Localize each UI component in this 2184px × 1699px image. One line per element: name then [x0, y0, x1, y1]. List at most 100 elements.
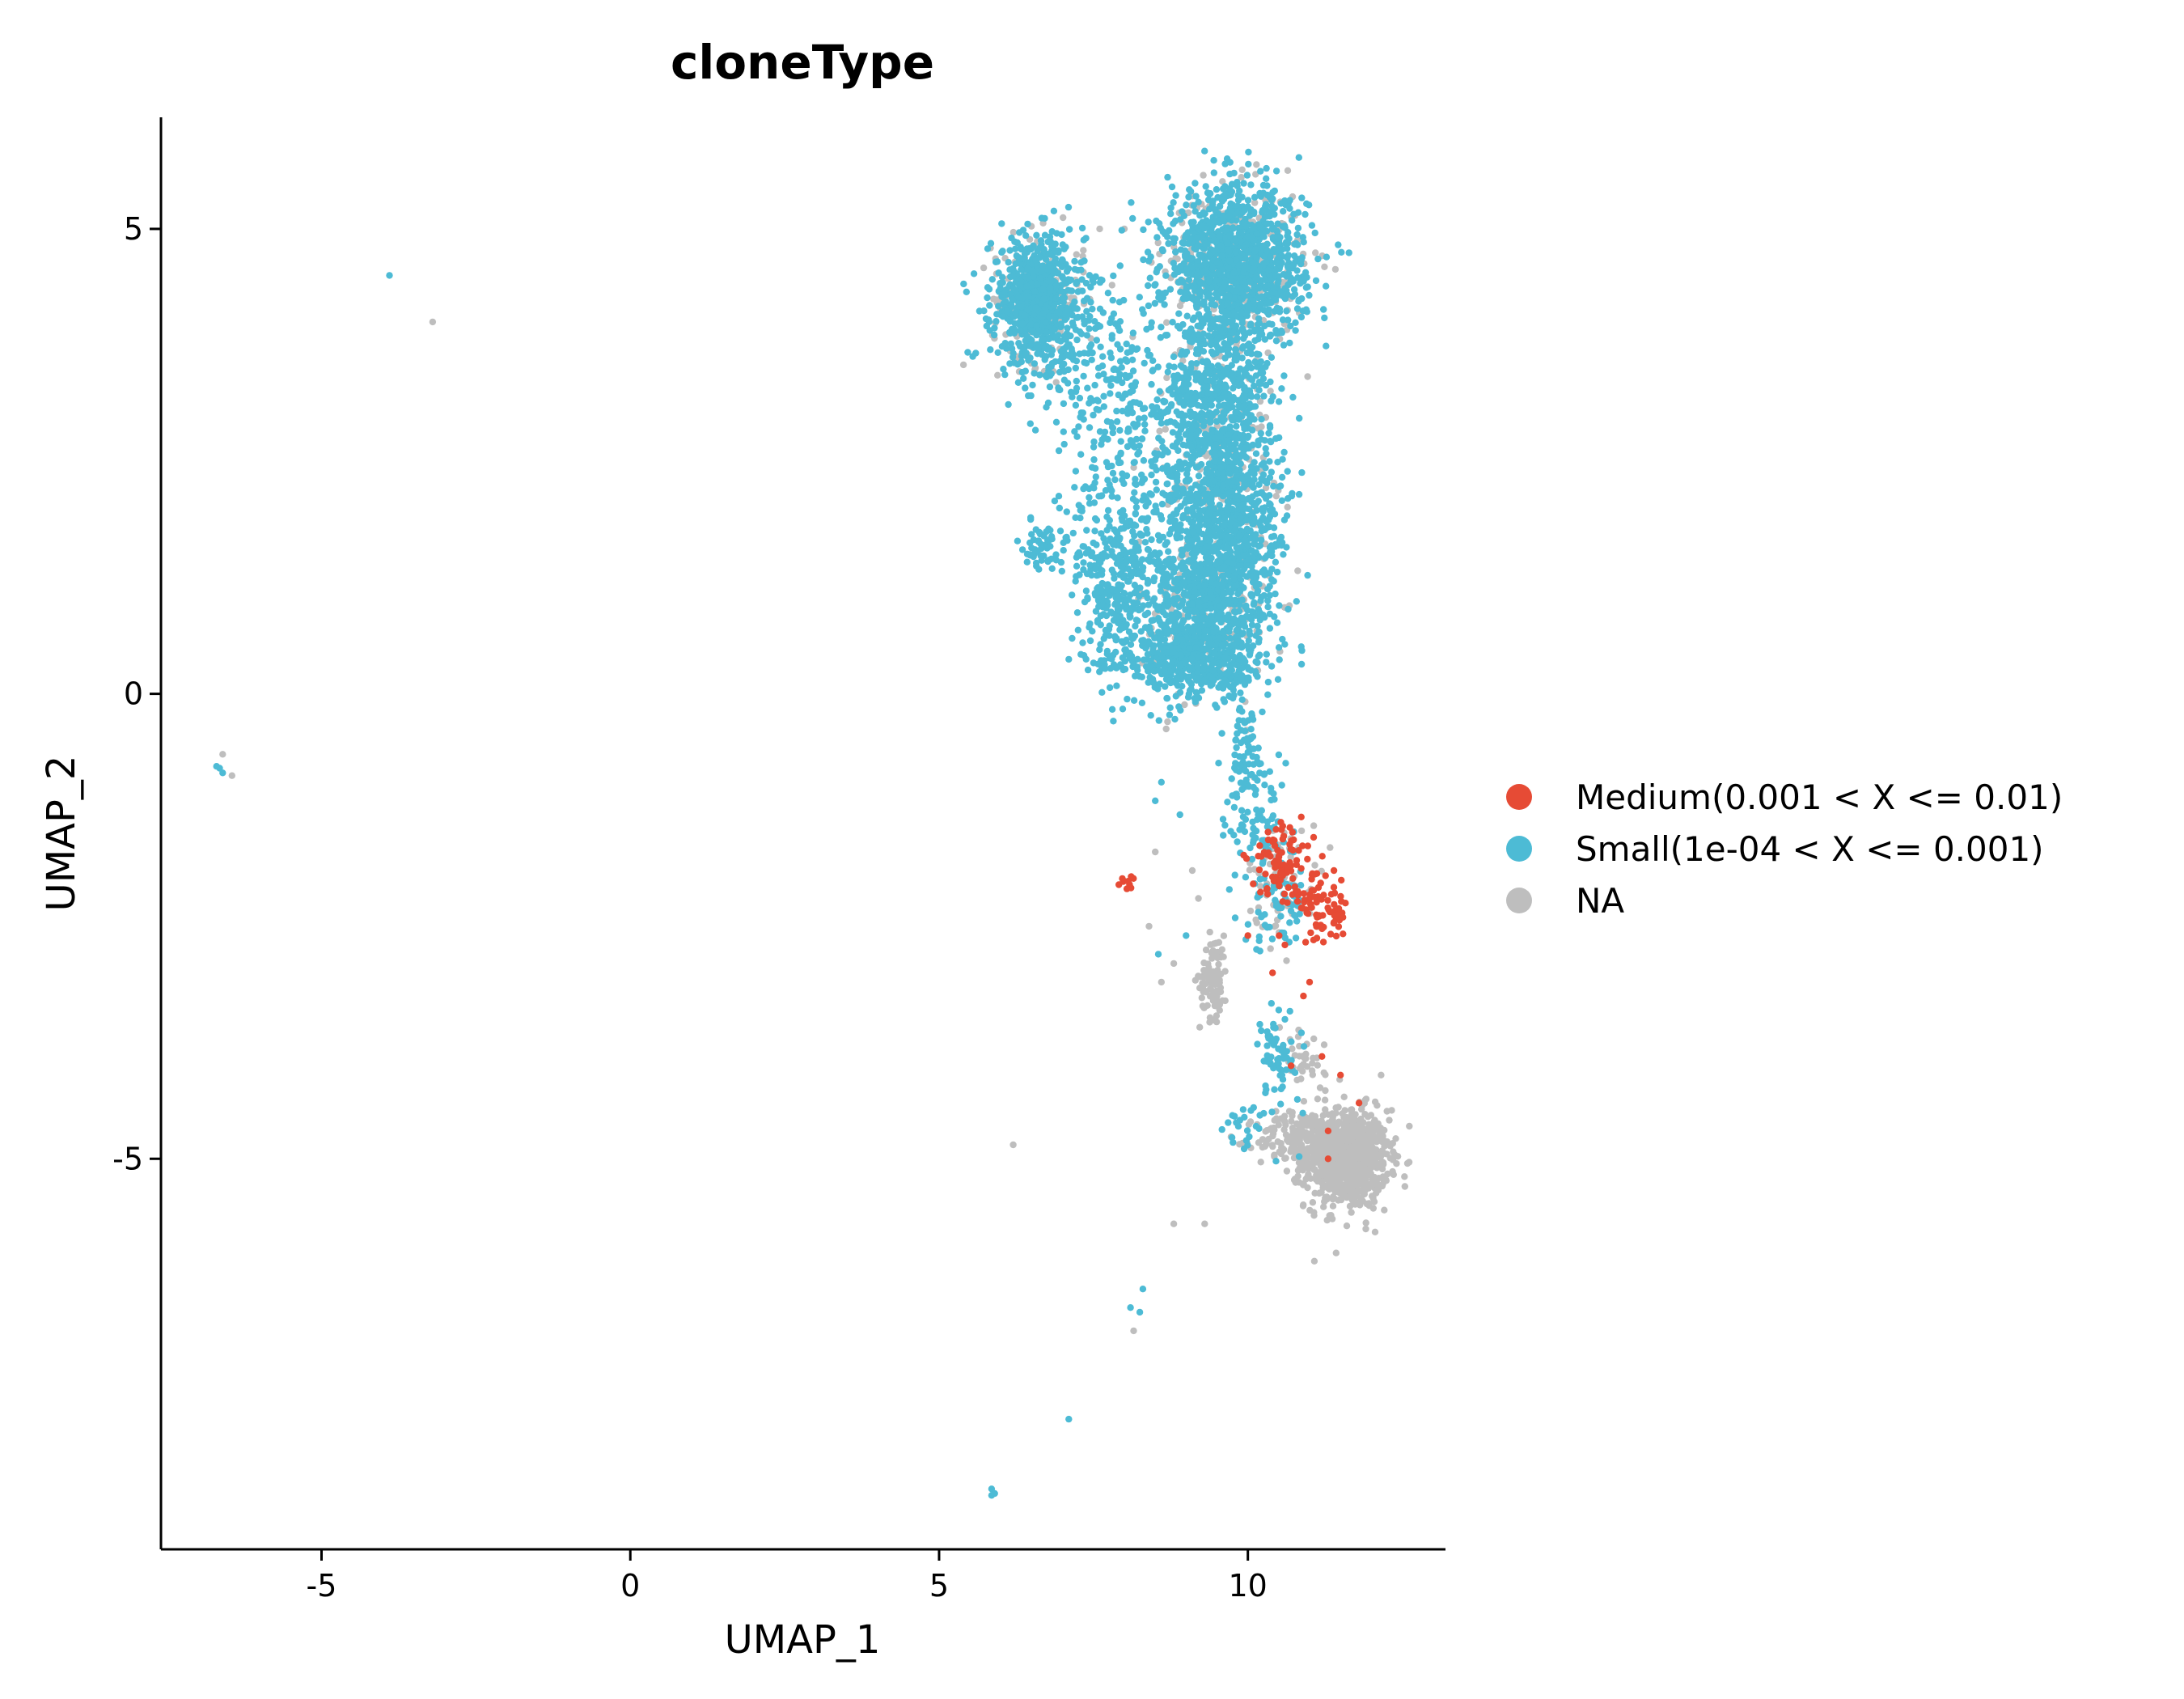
data-point [1323, 1183, 1331, 1191]
data-point [1209, 320, 1217, 327]
data-point [1283, 1167, 1291, 1175]
data-point [1323, 282, 1330, 290]
data-point [1252, 275, 1260, 282]
data-point [1357, 1132, 1364, 1139]
data-point [1039, 336, 1048, 343]
data-point [1200, 209, 1207, 216]
data-point [1332, 1249, 1340, 1256]
data-point [1263, 359, 1271, 367]
data-point [1224, 437, 1231, 444]
data-point [1052, 282, 1060, 290]
data-point [1306, 291, 1313, 299]
data-point [1149, 357, 1157, 364]
data-point [1303, 1063, 1311, 1070]
data-point [976, 307, 984, 315]
data-point [1060, 245, 1068, 252]
data-point [1141, 421, 1149, 428]
data-point [1365, 1150, 1372, 1157]
data-point [1329, 1202, 1337, 1210]
data-point [990, 331, 998, 339]
data-point [1299, 1067, 1306, 1075]
data-point [1202, 443, 1209, 451]
data-point [1267, 253, 1274, 261]
data-point [1022, 232, 1030, 239]
data-point [1257, 430, 1265, 437]
data-point [1241, 424, 1248, 431]
data-point [1406, 1122, 1413, 1130]
data-point [1162, 272, 1170, 279]
data-point [1067, 287, 1074, 294]
data-point [1245, 303, 1252, 311]
data-point [1259, 209, 1266, 216]
data-point [1009, 265, 1017, 273]
data-point [1262, 1142, 1269, 1149]
data-point [1051, 326, 1058, 333]
data-point [1027, 320, 1035, 328]
data-point [1277, 1140, 1285, 1147]
data-point [1293, 231, 1301, 239]
data-point [1294, 224, 1302, 232]
data-point [1220, 218, 1228, 225]
data-point [1146, 274, 1154, 282]
data-point [1194, 242, 1201, 249]
data-point [1320, 1069, 1327, 1077]
data-point [1203, 377, 1211, 385]
data-point [1283, 307, 1290, 315]
data-point [1322, 1087, 1329, 1095]
data-point [1086, 272, 1094, 279]
data-point [1343, 1193, 1351, 1201]
data-point [1394, 1153, 1402, 1160]
data-point [1200, 172, 1207, 179]
data-point [1382, 1177, 1390, 1184]
data-point [1006, 247, 1014, 254]
data-point [1208, 412, 1216, 420]
data-point [960, 280, 967, 288]
data-point [1316, 1084, 1324, 1091]
data-point [1281, 1155, 1289, 1163]
data-point [1234, 179, 1241, 186]
data-point [1348, 1209, 1355, 1216]
data-point [1298, 1127, 1306, 1134]
data-point [997, 280, 1004, 287]
data-point [1226, 159, 1234, 166]
data-point [1323, 1146, 1330, 1155]
data-point [1002, 345, 1010, 352]
data-point [1316, 1189, 1323, 1197]
data-point [1253, 393, 1261, 400]
data-point [1259, 181, 1268, 189]
data-point [1200, 330, 1208, 337]
data-point [1175, 310, 1183, 317]
data-point [1245, 432, 1252, 440]
data-point [1351, 1116, 1358, 1123]
data-point [1264, 349, 1272, 357]
data-point [1311, 1117, 1319, 1125]
data-point [1217, 242, 1225, 250]
data-point [1272, 272, 1280, 279]
data-point [1265, 299, 1273, 307]
data-point [1251, 358, 1259, 366]
data-point [1082, 235, 1090, 242]
data-point [1308, 1136, 1316, 1143]
data-point [1313, 1146, 1320, 1154]
data-point [1191, 208, 1199, 215]
data-point [1246, 212, 1254, 219]
data-point [1240, 328, 1247, 337]
data-point [1285, 316, 1292, 324]
data-point [1337, 1149, 1345, 1156]
data-point [1232, 248, 1239, 256]
data-point [1042, 256, 1050, 263]
data-point [1360, 1168, 1368, 1176]
data-point [1216, 326, 1224, 334]
data-point [1289, 393, 1297, 401]
data-point [998, 220, 1005, 227]
data-point [1187, 325, 1195, 333]
data-point [1166, 286, 1175, 293]
data-point [999, 273, 1006, 281]
data-point [983, 322, 991, 330]
data-point [990, 295, 997, 303]
data-point [1240, 269, 1247, 276]
data-point [1267, 945, 1274, 952]
data-point [1222, 383, 1230, 391]
data-point [1279, 1145, 1287, 1153]
data-point [1260, 392, 1268, 400]
